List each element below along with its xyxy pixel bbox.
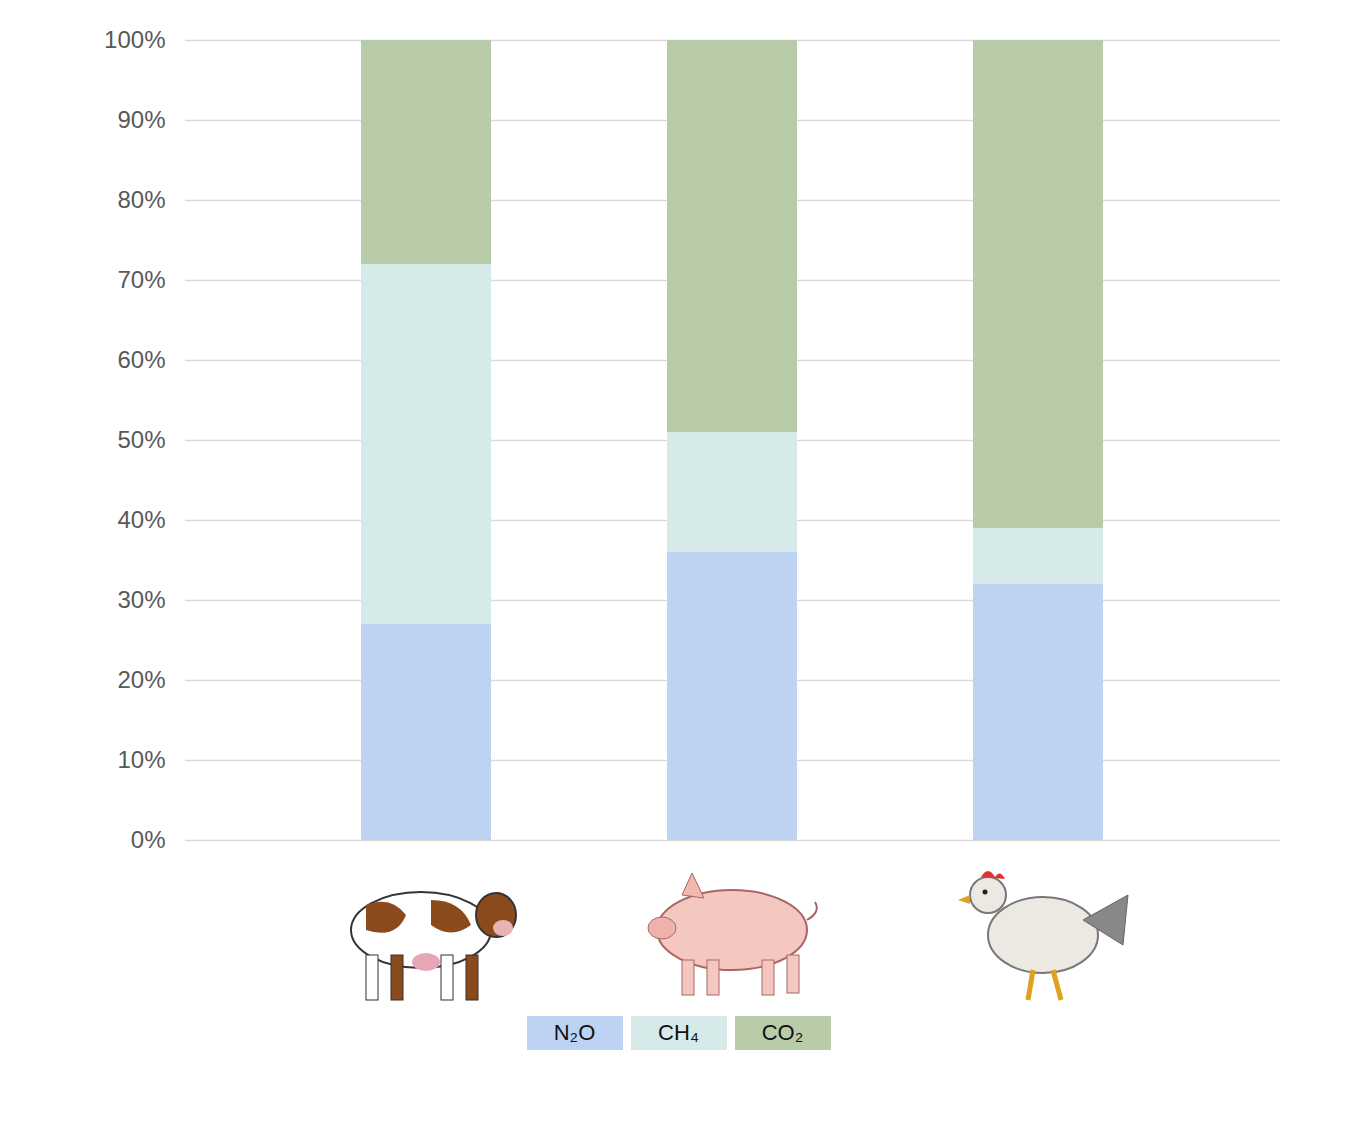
svg-text:60%: 60% bbox=[117, 346, 165, 373]
html-text:N₂O: N₂O bbox=[553, 1020, 596, 1045]
svg-text:80%: 80% bbox=[117, 186, 165, 213]
svg-text:0%: 0% bbox=[131, 826, 166, 853]
svg-text:50%: 50% bbox=[117, 426, 165, 453]
svg-text:10%: 10% bbox=[117, 746, 165, 773]
svg-text:70%: 70% bbox=[117, 266, 165, 293]
svg-text:40%: 40% bbox=[117, 506, 165, 533]
svg-text:30%: 30% bbox=[117, 586, 165, 613]
html-text:CO₂: CO₂ bbox=[761, 1020, 804, 1045]
svg-text:20%: 20% bbox=[117, 666, 165, 693]
html-text:CH₄: CH₄ bbox=[658, 1020, 699, 1045]
svg-text:90%: 90% bbox=[117, 106, 165, 133]
svg-text:100%: 100% bbox=[104, 26, 165, 53]
